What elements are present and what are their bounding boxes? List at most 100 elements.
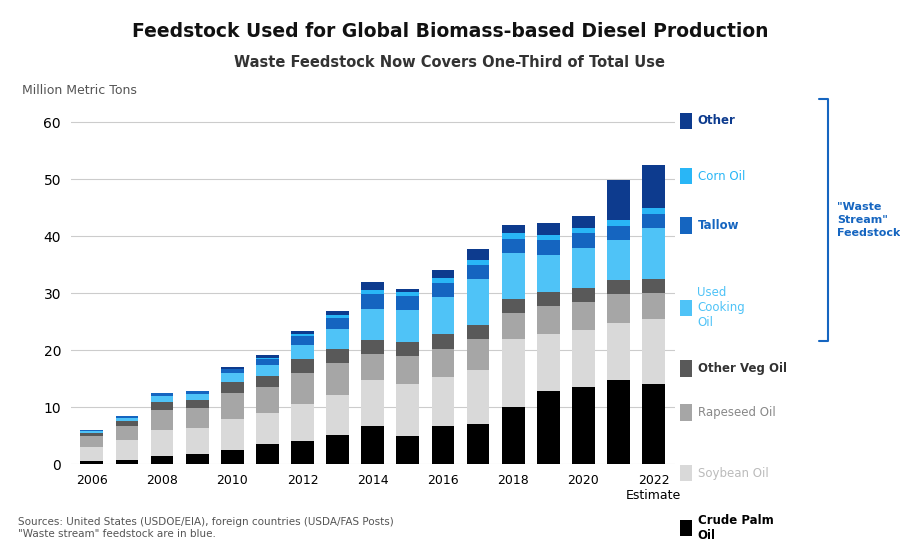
Bar bbox=[220, 373, 244, 382]
Text: Tallow: Tallow bbox=[698, 219, 739, 232]
Bar bbox=[502, 233, 525, 239]
Bar bbox=[291, 442, 314, 464]
Bar bbox=[537, 306, 560, 334]
Bar bbox=[115, 426, 139, 440]
Bar bbox=[397, 310, 419, 342]
Bar bbox=[256, 365, 279, 376]
Bar bbox=[80, 461, 104, 464]
Bar bbox=[291, 345, 314, 359]
Bar bbox=[326, 318, 349, 329]
Bar bbox=[185, 409, 209, 428]
Text: Rapeseed Oil: Rapeseed Oil bbox=[698, 406, 775, 419]
Text: Sources: United States (USDOE/EIA), foreign countries (USDA/FAS Posts)
"Waste st: Sources: United States (USDOE/EIA), fore… bbox=[18, 518, 394, 539]
Bar bbox=[643, 319, 665, 384]
Bar bbox=[397, 296, 419, 310]
Bar bbox=[185, 392, 209, 394]
Text: Other Veg Oil: Other Veg Oil bbox=[698, 362, 787, 375]
Bar bbox=[361, 340, 384, 354]
Bar bbox=[291, 332, 314, 334]
Bar bbox=[291, 373, 314, 404]
Bar bbox=[115, 421, 139, 426]
Bar bbox=[537, 235, 560, 240]
Bar bbox=[80, 431, 104, 433]
Bar bbox=[572, 228, 595, 233]
Bar bbox=[502, 339, 525, 408]
Bar bbox=[572, 387, 595, 464]
Bar bbox=[537, 392, 560, 464]
Bar bbox=[572, 302, 595, 331]
Bar bbox=[256, 444, 279, 464]
Bar bbox=[220, 368, 244, 373]
Bar bbox=[432, 298, 454, 334]
Bar bbox=[150, 396, 174, 402]
Bar bbox=[432, 377, 454, 426]
Text: Crude Palm
Oil: Crude Palm Oil bbox=[698, 514, 773, 542]
Bar bbox=[608, 323, 630, 380]
Bar bbox=[80, 433, 104, 436]
Bar bbox=[467, 339, 490, 370]
Bar bbox=[467, 279, 490, 324]
Bar bbox=[467, 249, 490, 260]
Bar bbox=[326, 364, 349, 395]
Bar bbox=[326, 434, 349, 464]
Bar bbox=[537, 292, 560, 306]
Bar bbox=[572, 216, 595, 228]
Bar bbox=[467, 425, 490, 464]
Bar bbox=[220, 367, 244, 368]
Text: "Waste
Stream"
Feedstock: "Waste Stream" Feedstock bbox=[837, 202, 900, 238]
Bar bbox=[572, 288, 595, 302]
Bar bbox=[643, 293, 665, 319]
Bar bbox=[150, 393, 174, 396]
Bar bbox=[361, 426, 384, 464]
Bar bbox=[326, 349, 349, 364]
Bar bbox=[397, 292, 419, 296]
Bar bbox=[397, 356, 419, 384]
Bar bbox=[608, 280, 630, 294]
Bar bbox=[397, 436, 419, 464]
Bar bbox=[291, 359, 314, 373]
Bar bbox=[185, 400, 209, 409]
Bar bbox=[256, 359, 279, 365]
Bar bbox=[150, 430, 174, 456]
Bar bbox=[185, 428, 209, 454]
Bar bbox=[432, 349, 454, 377]
Bar bbox=[502, 239, 525, 254]
Bar bbox=[432, 283, 454, 298]
Bar bbox=[326, 311, 349, 315]
Bar bbox=[608, 240, 630, 280]
Bar bbox=[256, 355, 279, 358]
Bar bbox=[291, 334, 314, 336]
Bar bbox=[432, 278, 454, 283]
Bar bbox=[432, 270, 454, 278]
Bar bbox=[643, 208, 665, 213]
Bar bbox=[572, 331, 595, 387]
Bar bbox=[326, 395, 349, 434]
Bar bbox=[537, 334, 560, 392]
Bar bbox=[608, 226, 630, 240]
Bar bbox=[115, 460, 139, 464]
Bar bbox=[537, 240, 560, 255]
Text: Other: Other bbox=[698, 114, 735, 128]
Bar bbox=[643, 279, 665, 293]
Bar bbox=[537, 223, 560, 235]
Bar bbox=[397, 289, 419, 292]
Bar bbox=[502, 408, 525, 464]
Bar bbox=[361, 294, 384, 309]
Text: Soybean Oil: Soybean Oil bbox=[698, 466, 769, 480]
Bar bbox=[608, 294, 630, 323]
Bar bbox=[150, 402, 174, 410]
Bar bbox=[256, 376, 279, 387]
Bar bbox=[432, 426, 454, 464]
Bar bbox=[326, 329, 349, 349]
Bar bbox=[361, 354, 384, 380]
Bar bbox=[80, 430, 104, 431]
Bar bbox=[397, 384, 419, 436]
Bar bbox=[397, 342, 419, 356]
Text: Million Metric Tons: Million Metric Tons bbox=[22, 84, 138, 97]
Bar bbox=[185, 394, 209, 400]
Bar bbox=[467, 260, 490, 265]
Bar bbox=[502, 314, 525, 339]
Bar bbox=[643, 213, 665, 228]
Bar bbox=[502, 225, 525, 233]
Bar bbox=[256, 413, 279, 444]
